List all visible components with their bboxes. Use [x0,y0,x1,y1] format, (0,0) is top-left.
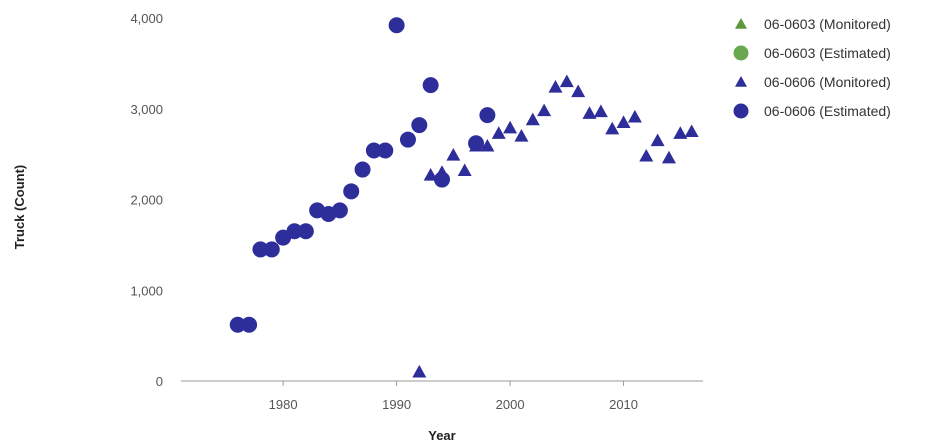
y-tick-label: 4,000 [130,11,163,26]
monitored-point [605,121,620,135]
estimated-point [377,142,394,159]
y-tick-label: 2,000 [130,193,163,208]
monitored-point [684,124,699,138]
legend-marker [735,76,747,87]
legend-label: 06-0606 (Estimated) [764,103,891,119]
x-axis-title: Year [428,428,455,443]
estimated-point [354,161,371,178]
monitored-point [537,103,552,117]
estimated-point [365,142,382,159]
estimated-point [263,241,280,258]
y-tick-label: 1,000 [130,283,163,298]
monitored-point [503,120,518,134]
x-tick-label: 2010 [609,397,638,412]
legend-label: 06-0606 (Monitored) [764,74,891,90]
estimated-point [229,316,246,333]
estimated-point [468,135,485,152]
legend-label: 06-0603 (Estimated) [764,45,891,61]
estimated-point [434,171,450,188]
monitored-point [661,150,676,164]
estimated-point [286,223,303,240]
y-axis-ticks: 0 1,000 2,000 3,000 4,000 [130,11,163,389]
y-axis-title: Truck (Count) [12,165,27,250]
monitored-point [582,106,597,119]
monitored-point [548,79,563,93]
monitored-point [446,148,461,161]
y-tick-label: 0 [156,374,163,389]
monitored-point [639,148,654,162]
monitored-point [423,167,438,181]
legend-marker [733,103,749,119]
monitored-point [559,74,574,88]
monitored-point [525,112,540,126]
monitored-point [650,133,665,147]
x-tick-label: 2000 [496,397,525,412]
monitored-point [593,104,608,118]
legend-marker [733,45,749,61]
y-tick-label: 3,000 [130,102,163,117]
estimated-point [388,17,405,34]
estimated-point [422,77,439,94]
estimated-point [411,117,428,134]
monitored-point [514,128,529,142]
estimated-point [252,241,269,258]
plot-area [229,17,699,378]
monitored-point [627,109,642,123]
monitored-point [480,138,495,152]
legend: 06-0603 (Monitored) 06-0603 (Estimated) 06… [733,16,891,119]
estimated-point [297,223,314,240]
monitored-point [571,84,586,98]
estimated-point [241,316,258,333]
monitored-point [673,126,688,139]
estimated-point [399,131,416,148]
estimated-point [331,202,348,219]
monitored-point [616,115,631,128]
legend-marker [735,18,747,29]
x-axis-ticks: 1980 1990 2000 2010 [269,381,638,412]
estimated-point [479,107,496,124]
x-tick-label: 1990 [382,397,411,412]
x-tick-label: 1980 [269,397,298,412]
monitored-point [457,163,472,177]
monitored-point [412,364,427,378]
monitored-point [491,126,506,139]
estimated-point [343,183,360,200]
legend-label: 06-0603 (Monitored) [764,16,891,32]
